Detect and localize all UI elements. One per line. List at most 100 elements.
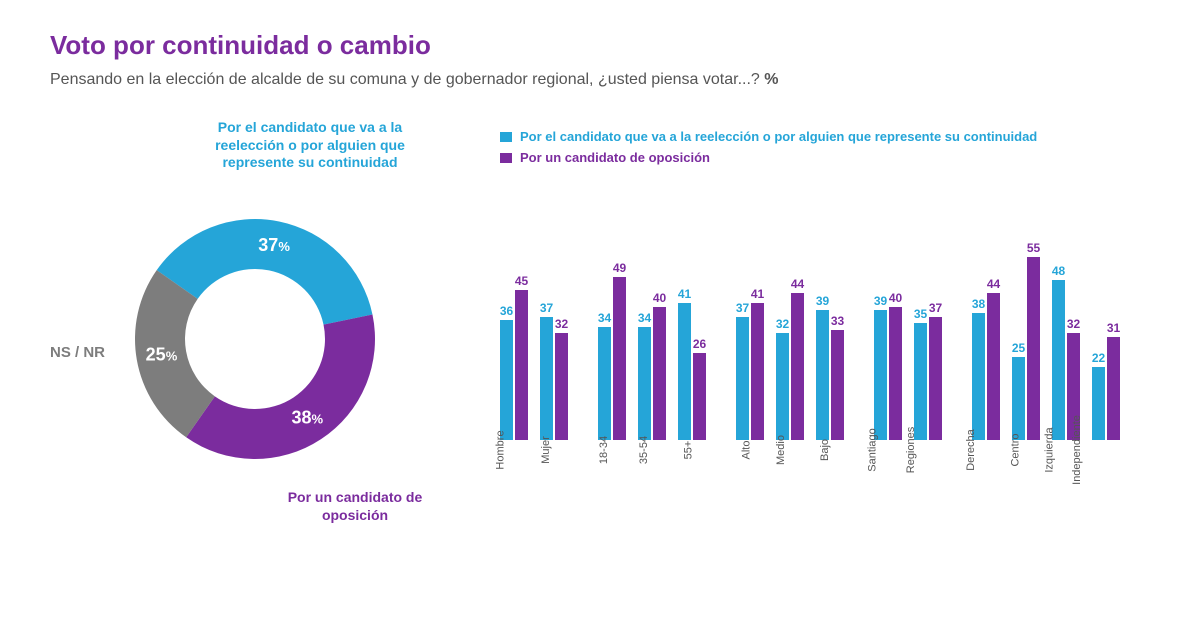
bar-value-opposition: 32 xyxy=(555,317,568,331)
bar-value-continuity: 39 xyxy=(816,294,829,308)
bar-opposition: 37 xyxy=(929,317,942,440)
bar-value-continuity: 48 xyxy=(1052,264,1065,278)
bar-cluster: 3741Alto 3244Medio 3933Bajo xyxy=(736,293,844,440)
bar-value-opposition: 32 xyxy=(1067,317,1080,331)
bar-opposition: 45 xyxy=(515,290,528,440)
bar-value-continuity: 32 xyxy=(776,317,789,331)
bar-value-opposition: 40 xyxy=(653,291,666,305)
bar-value-continuity: 38 xyxy=(972,297,985,311)
bar-category-label: Independiente xyxy=(1071,415,1083,485)
bar-opposition: 32 xyxy=(555,333,568,440)
donut-slice-opposition xyxy=(186,314,375,459)
bar-continuity: 35 xyxy=(914,323,927,440)
bar-opposition: 44 xyxy=(987,293,1000,440)
bar-opposition: 41 xyxy=(751,303,764,440)
legend-row-continuity: Por el candidato que va a la reelección … xyxy=(500,129,1149,144)
bar-opposition: 55 xyxy=(1027,257,1040,440)
legend-label-opposition: Por un candidato de oposición xyxy=(520,150,710,165)
bar-continuity: 25 xyxy=(1012,357,1025,440)
bar-pair: 3844Derecha xyxy=(972,293,1000,440)
bar-category-label: Medio xyxy=(775,435,787,465)
bar-value-continuity: 25 xyxy=(1012,341,1025,355)
bar-value-continuity: 34 xyxy=(598,311,611,325)
page-title: Voto por continuidad o cambio xyxy=(50,30,1149,61)
legend-swatch-continuity xyxy=(500,132,512,142)
bar-category-label: Centro xyxy=(1009,433,1021,466)
bar-continuity: 22 xyxy=(1092,367,1105,440)
bar-value-opposition: 45 xyxy=(515,274,528,288)
bar-value-opposition: 31 xyxy=(1107,321,1120,335)
bar-continuity: 34 xyxy=(638,327,651,440)
bar-opposition: 33 xyxy=(831,330,844,440)
bar-category-label: Alto xyxy=(741,441,753,460)
bar-value-opposition: 44 xyxy=(791,277,804,291)
bar-value-opposition: 41 xyxy=(751,287,764,301)
bar-continuity: 36 xyxy=(500,320,513,440)
bar-pair: 3244Medio xyxy=(776,293,804,440)
bar-continuity: 48 xyxy=(1052,280,1065,440)
bar-pair: 3933Bajo xyxy=(816,310,844,440)
donut-svg: 37%38%25% xyxy=(125,209,385,469)
subtitle-unit: % xyxy=(764,71,778,88)
bar-pair: 344918-34 xyxy=(598,277,626,440)
bars-area: 3645Hombre3732Mujer344918-34344035-54412… xyxy=(500,240,1149,560)
bar-opposition: 44 xyxy=(791,293,804,440)
bar-value-opposition: 26 xyxy=(693,337,706,351)
bar-pair: 3645Hombre xyxy=(500,290,528,440)
bar-pair: 3537Regiones xyxy=(914,317,942,440)
bar-value-continuity: 35 xyxy=(914,307,927,321)
bar-value-continuity: 36 xyxy=(500,304,513,318)
subtitle-text: Pensando en la elección de alcalde de su… xyxy=(50,71,764,88)
bar-pair: 3940Santiago xyxy=(874,307,902,440)
bar-value-continuity: 39 xyxy=(874,294,887,308)
donut-label-continuity: Por el candidato que va a la reelección … xyxy=(210,119,410,172)
bar-category-label: 18-34 xyxy=(598,436,610,464)
bars-panel: Por el candidato que va a la reelección … xyxy=(500,119,1149,579)
legend-swatch-opposition xyxy=(500,153,512,163)
bar-opposition: 40 xyxy=(653,307,666,440)
bar-cluster: 3844Derecha2555Centro4832Izquierda2231In… xyxy=(972,257,1120,440)
bar-continuity: 34 xyxy=(598,327,611,440)
bar-pair: 412655+ xyxy=(678,303,706,440)
bar-continuity: 39 xyxy=(874,310,887,440)
bar-category-label: 55+ xyxy=(683,441,695,460)
bar-pair: 344035-54 xyxy=(638,307,666,440)
bar-pair: 2231Independiente xyxy=(1092,337,1120,440)
page-subtitle: Pensando en la elección de alcalde de su… xyxy=(50,71,1149,89)
bar-opposition: 49 xyxy=(613,277,626,440)
donut-svg-wrap: 37%38%25% xyxy=(125,209,385,474)
bar-value-continuity: 37 xyxy=(736,301,749,315)
bar-continuity: 39 xyxy=(816,310,829,440)
bar-category-label: Mujer xyxy=(540,436,552,464)
donut-chart: Por el candidato que va a la reelección … xyxy=(50,119,470,579)
bar-continuity: 32 xyxy=(776,333,789,440)
bar-continuity: 41 xyxy=(678,303,691,440)
bar-continuity: 38 xyxy=(972,313,985,440)
bar-value-opposition: 55 xyxy=(1027,241,1040,255)
bar-opposition: 40 xyxy=(889,307,902,440)
bar-category-label: Regiones xyxy=(905,427,917,473)
bar-value-continuity: 41 xyxy=(678,287,691,301)
donut-label-nsnr: NS / NR xyxy=(50,344,105,361)
bar-category-label: Izquierda xyxy=(1043,427,1055,472)
bar-value-opposition: 37 xyxy=(929,301,942,315)
bar-pair: 3741Alto xyxy=(736,303,764,440)
bar-cluster: 344918-34 344035-54 412655+ xyxy=(598,277,706,440)
bar-opposition: 26 xyxy=(693,353,706,440)
bar-value-continuity: 37 xyxy=(540,301,553,315)
bar-category-label: Santiago xyxy=(866,428,878,471)
bar-continuity: 37 xyxy=(736,317,749,440)
bar-pair: 2555Centro xyxy=(1012,257,1040,440)
legend-row-opposition: Por un candidato de oposición xyxy=(500,150,1149,165)
bar-cluster: 3645Hombre 3732Mujer xyxy=(500,290,568,440)
bar-category-label: Hombre xyxy=(494,430,506,469)
bars-groups: 3645Hombre3732Mujer344918-34344035-54412… xyxy=(500,240,1149,440)
bar-pair: 3732Mujer xyxy=(540,317,568,440)
bar-category-label: 35-54 xyxy=(638,436,650,464)
bar-value-opposition: 40 xyxy=(889,291,902,305)
donut-label-opposition: Por un candidato de oposición xyxy=(285,489,425,524)
content-row: Por el candidato que va a la reelección … xyxy=(50,119,1149,579)
legend-label-continuity: Por el candidato que va a la reelección … xyxy=(520,129,1037,144)
bars-legend: Por el candidato que va a la reelección … xyxy=(500,129,1149,165)
bar-continuity: 37 xyxy=(540,317,553,440)
